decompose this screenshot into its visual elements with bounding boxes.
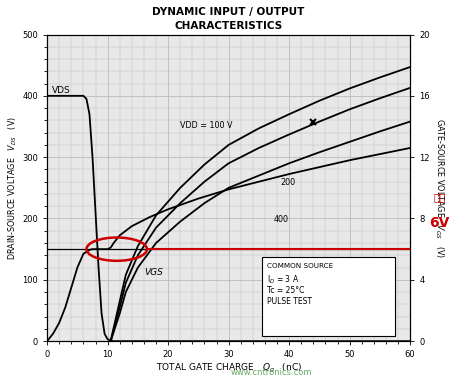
Text: www.cntronics.com: www.cntronics.com (230, 368, 311, 377)
Text: 200: 200 (280, 178, 295, 187)
Text: PULSE TEST: PULSE TEST (266, 297, 311, 306)
Title: DYNAMIC INPUT / OUTPUT
CHARACTERISTICS: DYNAMIC INPUT / OUTPUT CHARACTERISTICS (152, 7, 304, 31)
Text: VDD = 100 V: VDD = 100 V (180, 121, 232, 130)
FancyBboxPatch shape (261, 257, 394, 336)
Text: 6V: 6V (428, 217, 449, 230)
X-axis label: TOTAL GATE CHARGE   $Q_g$   (nC): TOTAL GATE CHARGE $Q_g$ (nC) (155, 362, 301, 375)
Y-axis label: GATE-SOURCE VOLTAGE   $V_{GS}$   (V): GATE-SOURCE VOLTAGE $V_{GS}$ (V) (432, 118, 444, 258)
Text: COMMON SOURCE: COMMON SOURCE (266, 262, 332, 269)
Text: 400: 400 (273, 215, 288, 223)
Y-axis label: DRAIN-SOURCE VOLTAGE   $V_{DS}$   (V): DRAIN-SOURCE VOLTAGE $V_{DS}$ (V) (7, 116, 19, 260)
Text: I$_D$ = 3 A: I$_D$ = 3 A (266, 273, 299, 286)
Text: VGS: VGS (143, 268, 162, 277)
Text: VDS: VDS (52, 86, 70, 95)
Text: Tc = 25°C: Tc = 25°C (266, 286, 304, 295)
Text: 对应: 对应 (432, 192, 445, 202)
